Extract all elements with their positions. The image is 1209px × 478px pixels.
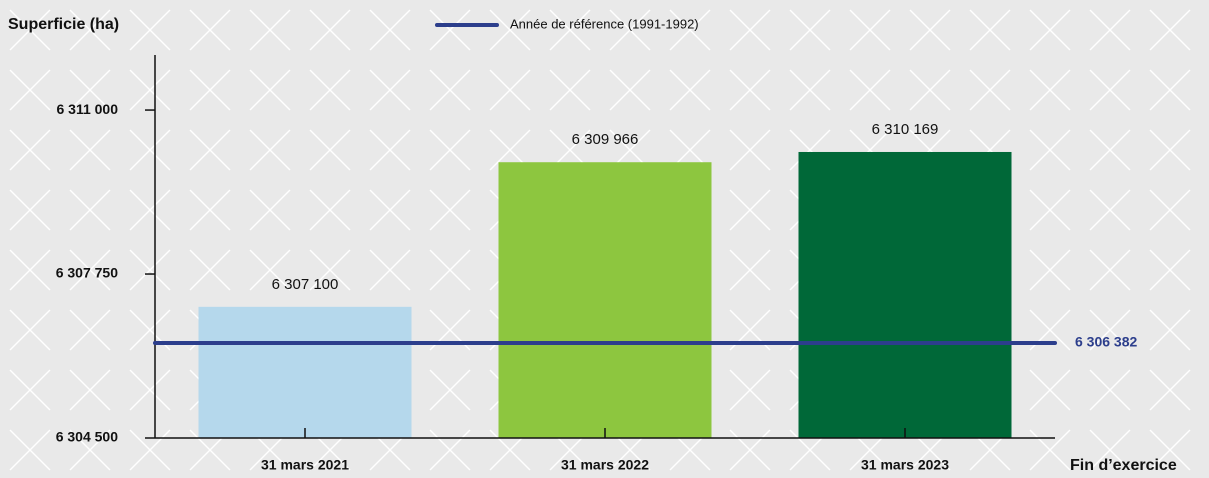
x-tick-label: 31 mars 2022 (561, 457, 649, 473)
y-tick-label: 6 307 750 (56, 265, 118, 281)
x-axis-label: Fin d’exercice (1070, 457, 1177, 474)
bar (798, 151, 1012, 439)
bar (198, 306, 412, 438)
y-axis-label: Superficie (ha) (8, 16, 119, 33)
value-label: 6 307 100 (272, 276, 339, 293)
y-tick-label: 6 311 000 (56, 101, 118, 117)
x-tick-label: 31 mars 2021 (261, 457, 349, 473)
reference-label: 6 306 382 (1075, 334, 1137, 350)
y-tick-label: 6 304 500 (56, 429, 118, 445)
value-label: 6 310 169 (872, 121, 939, 138)
bar (498, 162, 712, 438)
x-tick-label: 31 mars 2023 (861, 457, 949, 473)
legend-label: Année de référence (1991-1992) (510, 16, 699, 31)
value-label: 6 309 966 (572, 131, 639, 148)
